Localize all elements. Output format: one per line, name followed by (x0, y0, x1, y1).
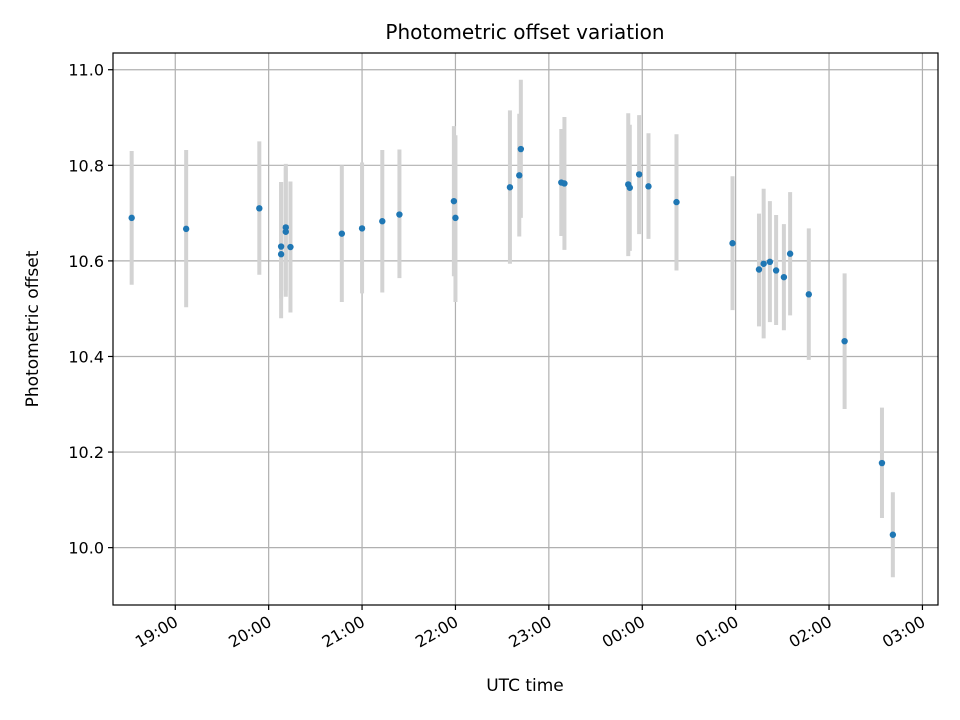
data-point (379, 218, 386, 225)
data-point (626, 184, 633, 191)
data-point (786, 250, 794, 257)
data-point (256, 205, 263, 212)
data-point (645, 183, 652, 190)
x-axis-label: UTC time (486, 676, 564, 696)
plot-frame (112, 52, 939, 606)
data-point (635, 171, 643, 178)
data-point (729, 240, 736, 247)
y-axis-label: Photometric offset (23, 250, 43, 407)
data-point (396, 211, 403, 218)
data-point (287, 243, 294, 251)
data-point (780, 273, 788, 281)
data-point (878, 459, 886, 467)
y-tick-label: 10.8 (68, 156, 104, 175)
data-point (452, 214, 459, 222)
data-point (755, 266, 763, 273)
data-point (506, 184, 514, 191)
data-point (760, 260, 767, 267)
y-tick-label: 10.0 (68, 539, 104, 558)
y-tick-label: 11.0 (68, 61, 104, 80)
data-point (889, 531, 897, 538)
data-point (772, 267, 780, 274)
data-point (277, 251, 285, 258)
chart-title: Photometric offset variation (385, 20, 664, 44)
data-point (517, 145, 525, 153)
data-point (450, 197, 458, 205)
y-tick-label: 10.2 (68, 443, 104, 462)
data-point (841, 337, 848, 345)
data-point (282, 228, 289, 235)
y-tick-label: 10.6 (68, 252, 104, 271)
data-point (805, 291, 813, 298)
data-point (182, 225, 190, 233)
data-point (128, 214, 135, 222)
y-tick-label: 10.4 (68, 347, 104, 366)
data-point (516, 172, 523, 179)
y-axis-ticks: 10.0 10.2 10.4 10.6 10.8 11.0 (68, 61, 113, 558)
data-point (358, 225, 366, 232)
grid (113, 53, 938, 605)
data-point (673, 198, 680, 206)
data-point (338, 230, 346, 237)
data-point (561, 180, 568, 187)
data-point (277, 243, 285, 250)
data-point (766, 258, 774, 266)
data-points (128, 145, 897, 538)
